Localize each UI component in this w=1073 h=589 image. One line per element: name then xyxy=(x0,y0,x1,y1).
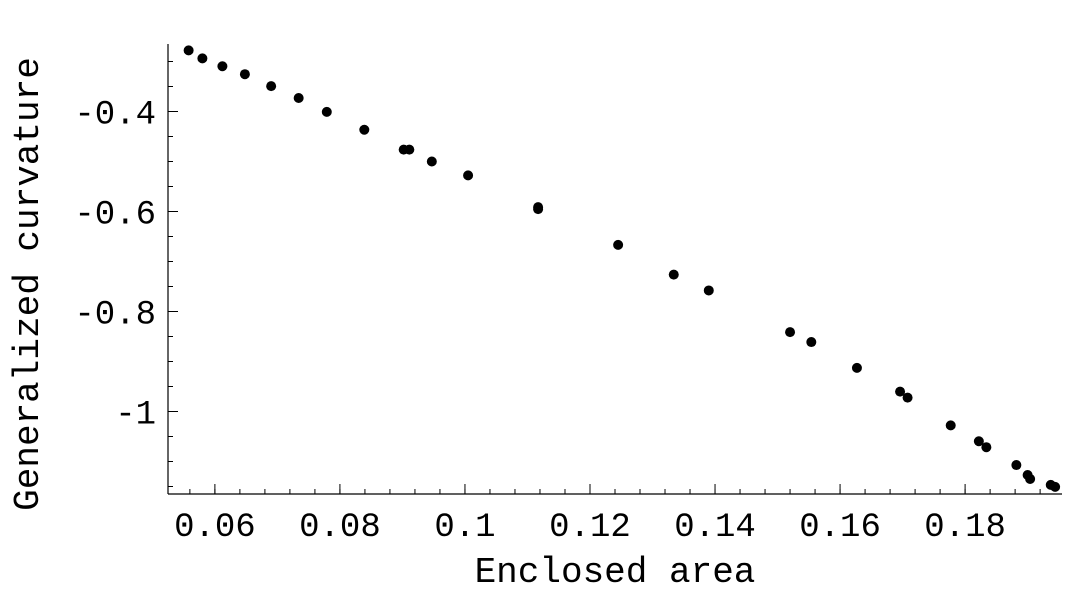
data-point xyxy=(1025,473,1036,484)
data-point xyxy=(703,285,714,296)
data-point xyxy=(806,337,817,348)
y-tick-label: -0.6 xyxy=(74,197,156,235)
x-axis-ticks: 0.06 0.08 0.1 0.12 0.14 0.16 0.18 xyxy=(174,484,1041,547)
data-point xyxy=(183,45,194,56)
y-tick-label: -1 xyxy=(115,397,156,435)
axes xyxy=(167,44,1062,495)
data-point xyxy=(426,156,437,167)
y-tick-label: -0.4 xyxy=(74,97,156,135)
data-point xyxy=(321,106,332,117)
data-point xyxy=(217,61,228,72)
data-point xyxy=(945,420,956,431)
data-point xyxy=(266,81,277,92)
data-point xyxy=(785,327,796,338)
data-point xyxy=(613,239,624,250)
y-axis-label: Generalized curvature xyxy=(8,57,49,511)
y-axis-ticks: -0.4 -0.6 -0.8 -1 xyxy=(74,61,178,487)
data-point xyxy=(902,392,913,403)
x-tick-label: 0.08 xyxy=(299,509,381,547)
data-point xyxy=(973,436,984,447)
data-point xyxy=(1011,460,1022,471)
x-axis-label: Enclosed area xyxy=(475,552,756,589)
data-point xyxy=(533,204,544,215)
x-tick-label: 0.12 xyxy=(549,509,631,547)
data-point xyxy=(981,442,992,453)
data-point xyxy=(463,170,474,181)
x-tick-label: 0.1 xyxy=(434,509,495,547)
data-point xyxy=(359,124,370,135)
x-tick-label: 0.18 xyxy=(924,509,1006,547)
data-point xyxy=(1050,481,1061,492)
data-point xyxy=(851,362,862,373)
data-point xyxy=(895,386,906,397)
x-tick-label: 0.06 xyxy=(174,509,256,547)
data-point xyxy=(668,269,679,280)
data-point xyxy=(404,144,415,155)
data-point xyxy=(239,69,250,80)
y-tick-label: -0.8 xyxy=(74,297,156,335)
data-point xyxy=(197,53,208,64)
x-tick-label: 0.14 xyxy=(674,509,756,547)
x-tick-label: 0.16 xyxy=(799,509,881,547)
data-point xyxy=(293,93,304,103)
data-points xyxy=(183,45,1061,492)
